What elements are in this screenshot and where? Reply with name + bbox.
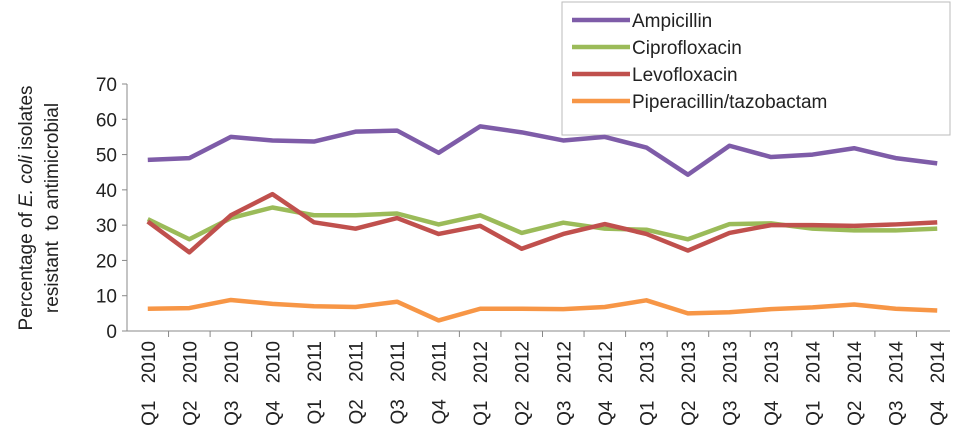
x-tick-label: Q1 2012 xyxy=(471,341,492,426)
legend-label: Levofloxacin xyxy=(632,65,738,86)
x-tick-label: Q1 2011 xyxy=(305,341,326,424)
x-tick-label: Q3 2010 xyxy=(222,341,243,426)
x-tick-label: Q3 2014 xyxy=(887,341,908,426)
y-axis-label: Percentage of E. coli isolates xyxy=(16,85,37,330)
x-tick-label: Q2 2014 xyxy=(845,341,866,426)
y-tick-label: 20 xyxy=(96,251,117,272)
x-tick-label: Q2 2013 xyxy=(679,341,700,426)
x-tick-label: Q4 2013 xyxy=(762,341,783,426)
y-tick-label: 30 xyxy=(96,216,117,237)
x-tick-label: Q4 2014 xyxy=(928,341,949,426)
x-tick-label: Q1 2014 xyxy=(804,341,825,426)
x-tick-label: Q3 2011 xyxy=(388,341,409,424)
legend-label: Ciprofloxacin xyxy=(632,38,742,59)
series-line xyxy=(146,191,938,255)
x-tick-label: Q4 2010 xyxy=(263,341,284,426)
x-tick-label: Q2 2012 xyxy=(513,341,534,426)
legend-label: Ampicillin xyxy=(632,11,712,32)
series-line xyxy=(147,297,938,323)
y-tick-label: 0 xyxy=(106,322,117,343)
y-tick-label: 40 xyxy=(96,181,117,202)
y-label-part: isolates xyxy=(16,85,37,149)
x-tick-label: Q3 2012 xyxy=(554,341,575,426)
y-tick-label: 50 xyxy=(96,146,117,167)
y-axis-label: resistant to antimicrobial xyxy=(42,103,63,313)
legend-box xyxy=(561,1,951,136)
x-tick-label: Q2 2010 xyxy=(180,341,201,426)
x-tick-label: Q1 2013 xyxy=(637,341,658,426)
y-tick-label: 10 xyxy=(96,287,117,308)
y-label-part: E. coli xyxy=(16,154,37,207)
x-tick-label: Q3 2013 xyxy=(720,341,741,426)
y-tick-label: 60 xyxy=(96,110,117,131)
series-line xyxy=(147,124,938,177)
x-tick-label: Q1 2010 xyxy=(139,341,160,426)
legend-label: Piperacillin/tazobactam xyxy=(632,92,827,113)
series-line xyxy=(146,205,938,242)
x-tick-label: Q4 2011 xyxy=(430,341,451,424)
y-label-part: Percentage of xyxy=(16,211,37,330)
x-tick-label: Q2 2011 xyxy=(347,341,368,424)
y-tick-label: 70 xyxy=(96,75,117,96)
x-tick-label: Q4 2012 xyxy=(596,341,617,426)
